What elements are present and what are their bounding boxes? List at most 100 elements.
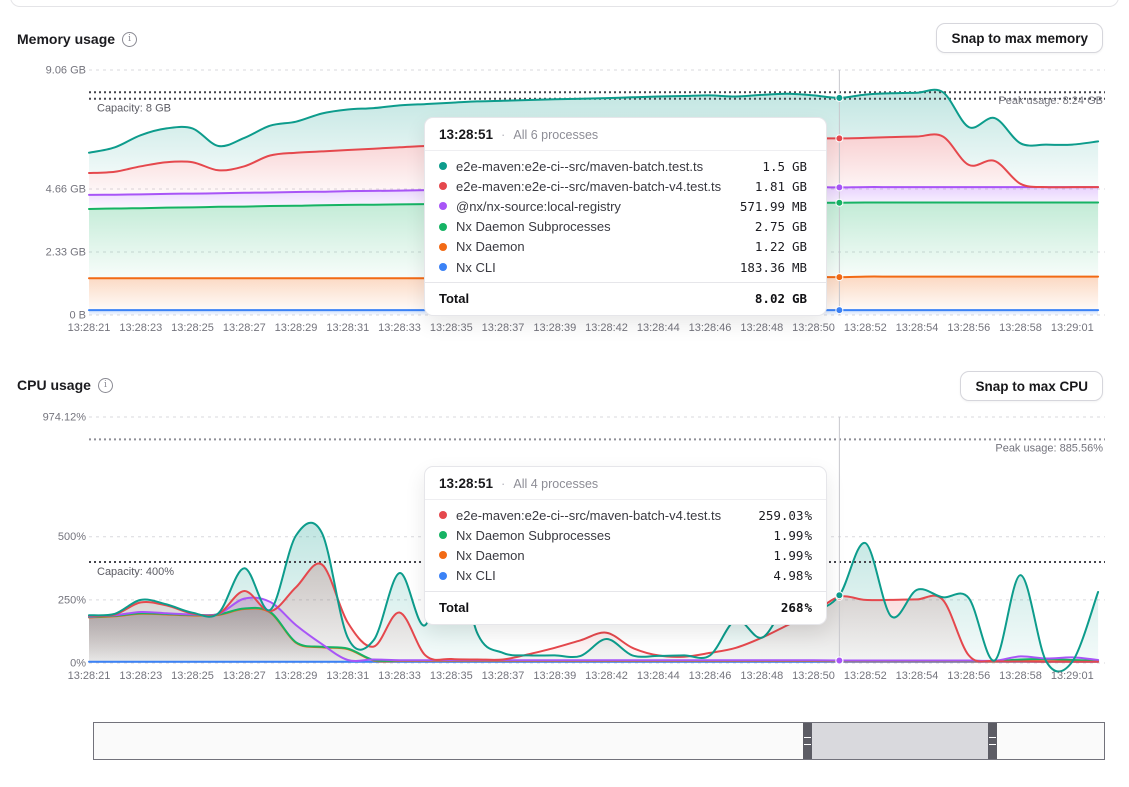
peak-label: Peak usage: 885.56% bbox=[995, 442, 1103, 454]
tooltip-row: Nx Daemon 1.99% bbox=[425, 545, 826, 565]
capacity-label: Capacity: 8 GB bbox=[97, 103, 171, 115]
x-axis-tick-label: 13:28:21 bbox=[68, 670, 111, 682]
process-label: Nx Daemon Subprocesses bbox=[456, 219, 611, 235]
process-unit: GB bbox=[792, 158, 808, 174]
tooltip-subtitle: All 4 processes bbox=[513, 477, 599, 491]
cursor-dot-e2e-maven:e2e-ci--src/maven-batch.test.ts bbox=[835, 93, 844, 102]
x-axis-tick-label: 13:28:42 bbox=[585, 322, 628, 334]
brush-handle-right[interactable] bbox=[988, 723, 997, 759]
y-axis-tick-label: 0% bbox=[70, 658, 86, 670]
cursor-dot-@nx/nx-source:local-registry bbox=[835, 656, 844, 665]
x-axis-tick-label: 13:28:56 bbox=[947, 322, 990, 334]
tooltip-row: Nx Daemon 1.22 GB bbox=[425, 237, 826, 257]
x-axis-tick-label: 13:28:48 bbox=[740, 670, 783, 682]
total-unit: % bbox=[804, 599, 812, 615]
process-label: Nx Daemon Subprocesses bbox=[456, 527, 611, 543]
process-label: Nx Daemon bbox=[456, 547, 525, 563]
tooltip-total-row: Total 8.02 GB bbox=[425, 282, 826, 315]
process-value: 1.99 bbox=[773, 547, 804, 563]
x-axis-tick-label: 13:28:54 bbox=[896, 322, 939, 334]
process-unit: % bbox=[804, 547, 812, 563]
total-unit: GB bbox=[792, 291, 808, 307]
series-dot bbox=[439, 571, 447, 580]
series-dot bbox=[439, 511, 447, 520]
total-label: Total bbox=[439, 599, 470, 615]
x-axis-tick-label: 13:28:46 bbox=[689, 322, 732, 334]
process-unit: GB bbox=[792, 178, 808, 194]
series-line-e2e-maven:e2e-ci--src/maven-batch.test.ts bbox=[88, 521, 1100, 673]
x-axis-tick-label: 13:28:56 bbox=[947, 670, 990, 682]
x-axis-tick-label: 13:28:33 bbox=[378, 322, 421, 334]
x-axis-tick-label: 13:28:42 bbox=[585, 670, 628, 682]
process-label: Nx CLI bbox=[456, 568, 496, 584]
y-axis-tick-label: 500% bbox=[58, 531, 86, 543]
tooltip-time: 13:28:51 bbox=[439, 476, 494, 491]
brush-selection[interactable] bbox=[803, 723, 997, 759]
brush-track[interactable] bbox=[93, 722, 1105, 760]
series-dot bbox=[439, 551, 447, 560]
cursor-dot-Nx Daemon bbox=[835, 273, 844, 282]
x-axis-tick-label: 13:28:23 bbox=[119, 670, 162, 682]
process-label: Nx CLI bbox=[456, 259, 496, 275]
snap-to-max-cpu-button[interactable]: Snap to max CPU bbox=[960, 371, 1103, 401]
memory-usage-chart[interactable]: 9.06 GB 4.66 GB 2.33 GB 0 B Capacity: 8 GB Pe… bbox=[0, 60, 1129, 352]
x-axis-tick-label: 13:28:58 bbox=[999, 322, 1042, 334]
cursor-dot-Nx Daemon Subprocesses bbox=[835, 198, 844, 207]
memory-section-header: Memory usage i bbox=[17, 31, 138, 47]
process-value: 2.75 bbox=[754, 219, 785, 235]
process-value: 259.03 bbox=[758, 507, 804, 523]
y-axis-tick-label: 0 B bbox=[69, 310, 86, 322]
snap-to-max-memory-button[interactable]: Snap to max memory bbox=[936, 23, 1103, 53]
dot-separator: · bbox=[501, 127, 506, 142]
x-axis-tick-label: 13:28:29 bbox=[275, 670, 318, 682]
tooltip-total-row: Total 268% bbox=[425, 590, 826, 624]
x-axis-tick-label: 13:28:25 bbox=[171, 322, 214, 334]
tooltip-rows: e2e-maven:e2e-ci--src/maven-batch-v4.tes… bbox=[425, 500, 826, 587]
total-value: 268 bbox=[780, 599, 804, 615]
memory-tooltip: 13:28:51 · All 6 processes e2e-maven:e2e-ci… bbox=[424, 117, 827, 317]
y-axis-tick-label: 9.06 GB bbox=[46, 65, 86, 77]
memory-info-icon[interactable]: i bbox=[122, 31, 138, 47]
tooltip-row: e2e-maven:e2e-ci--src/maven-batch-v4.tes… bbox=[425, 176, 826, 196]
x-axis-tick-label: 13:28:46 bbox=[689, 670, 732, 682]
y-axis-tick-label: 4.66 GB bbox=[46, 184, 86, 196]
x-axis-tick-label: 13:28:48 bbox=[740, 322, 783, 334]
x-axis-tick-label: 13:28:35 bbox=[430, 322, 473, 334]
cpu-info-icon[interactable]: i bbox=[97, 377, 113, 393]
x-axis-tick-label: 13:28:39 bbox=[533, 670, 576, 682]
x-axis-tick-label: 13:28:52 bbox=[844, 322, 887, 334]
brush-handle-left[interactable] bbox=[803, 723, 812, 759]
process-unit: % bbox=[804, 507, 812, 523]
cpu-usage-chart[interactable]: 974.12% 500% 250% 0% Capacity: 400% Peak usag… bbox=[0, 407, 1129, 699]
tooltip-time: 13:28:51 bbox=[439, 127, 494, 142]
tooltip-header: 13:28:51 · All 6 processes bbox=[425, 118, 826, 151]
process-label: @nx/nx-source:local-registry bbox=[456, 198, 621, 214]
x-axis-tick-label: 13:28:29 bbox=[275, 322, 318, 334]
x-axis-tick-label: 13:28:31 bbox=[326, 322, 369, 334]
tooltip-row: Nx Daemon Subprocesses 1.99% bbox=[425, 525, 826, 545]
x-axis-tick-label: 13:28:31 bbox=[326, 670, 369, 682]
dot-separator: · bbox=[501, 476, 506, 491]
process-value: 4.98 bbox=[773, 568, 804, 584]
process-unit: % bbox=[804, 568, 812, 584]
x-axis-tick-label: 13:28:54 bbox=[896, 670, 939, 682]
process-unit: MB bbox=[792, 198, 808, 214]
capacity-label: Capacity: 400% bbox=[97, 566, 174, 578]
memory-usage-title: Memory usage bbox=[17, 31, 116, 47]
x-axis-tick-label: 13:28:52 bbox=[844, 670, 887, 682]
series-dot bbox=[439, 222, 447, 231]
x-axis-tick-label: 13:28:35 bbox=[430, 670, 473, 682]
x-axis-tick-label: 13:28:44 bbox=[637, 322, 680, 334]
tooltip-row: Nx CLI 183.36 MB bbox=[425, 257, 826, 277]
x-axis-tick-label: 13:29:01 bbox=[1051, 322, 1094, 334]
x-axis-tick-label: 13:28:33 bbox=[378, 670, 421, 682]
tooltip-row: e2e-maven:e2e-ci--src/maven-batch-v4.tes… bbox=[425, 505, 826, 525]
process-label: e2e-maven:e2e-ci--src/maven-batch.test.t… bbox=[456, 158, 704, 174]
x-axis-tick-label: 13:28:25 bbox=[171, 670, 214, 682]
cpu-section-header: CPU usage i bbox=[17, 377, 113, 393]
series-dot bbox=[439, 202, 447, 211]
series-dot bbox=[439, 162, 447, 171]
x-axis-tick-label: 13:28:21 bbox=[68, 322, 111, 334]
series-line-@nx/nx-source:local-registry bbox=[88, 596, 1100, 662]
